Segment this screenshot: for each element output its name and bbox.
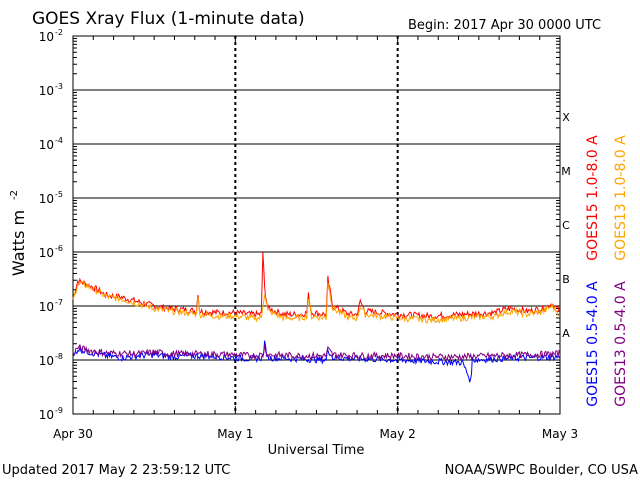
vertical-gridlines [72,36,561,414]
chart-title: GOES Xray Flux (1-minute data) [32,9,305,29]
series-layer [72,252,561,383]
x-tick-label: May 2 [380,427,416,441]
y-tick-exponent: -6 [55,244,63,253]
y-axis-label-text: Watts m [9,210,28,276]
series-line-1 [72,280,561,324]
y-tick-exponent: -8 [55,352,63,361]
flare-class-C: C [562,219,570,232]
series-line-2 [72,340,561,383]
y-tick-exponent: -9 [55,406,63,415]
y-tick-label: 10 [39,300,54,314]
x-tick-label: Apr 30 [53,427,93,441]
legend-item-0: GOES15 1.0-8.0 A [585,135,601,261]
legend-item-1: GOES13 1.0-8.0 A [613,135,629,261]
series-line-0 [72,252,561,321]
series-line-3 [72,343,561,362]
x-tick-label: May 1 [217,427,253,441]
y-tick-label: 10 [39,408,54,422]
y-tick-exponent: -3 [55,82,63,91]
y-tick-label: 10 [39,192,54,206]
y-tick-label: 10 [39,354,54,368]
horizontal-gridlines [73,89,560,361]
legend-label: GOES13 1.0-8.0 A [613,135,629,261]
legend-item-3: GOES13 0.5-4.0 A [613,281,629,407]
x-axis-label: Universal Time [268,443,365,458]
legend-label: GOES15 1.0-8.0 A [585,135,601,261]
x-tick-label: May 3 [542,427,578,441]
credit-label: NOAA/SWPC Boulder, CO USA [445,463,638,478]
legend-label: GOES13 0.5-4.0 A [613,281,629,407]
flare-class-labels: A B C M X [561,111,571,340]
flare-class-A: A [562,327,570,340]
y-tick-exponent: -4 [55,136,63,145]
updated-label: Updated 2017 May 2 23:59:12 UTC [2,463,230,478]
y-tick-labels: 10-910-810-710-610-510-410-310-2 [39,28,63,422]
legend: GOES15 1.0-8.0 A GOES13 1.0-8.0 A GOES15 0… [585,135,629,407]
y-tick-exponent: -2 [55,28,63,37]
y-tick-exponent: -5 [55,190,63,199]
y-tick-label: 10 [39,30,54,44]
y-tick-label: 10 [39,138,54,152]
y-tick-exponent: -7 [55,298,63,307]
x-tick-labels: Apr 30 May 1 May 2 May 3 [53,427,578,441]
y-axis-label-superscript: -2 [9,190,20,200]
flare-class-X: X [562,111,570,124]
y-tick-label: 10 [39,84,54,98]
y-axis-label: Watts m [9,210,28,276]
flare-class-M: M [561,165,571,178]
begin-label: Begin: 2017 Apr 30 0000 UTC [408,18,601,33]
legend-label: GOES15 0.5-4.0 A [585,281,601,407]
y-tick-label: 10 [39,246,54,260]
flare-class-B: B [562,273,570,286]
legend-item-2: GOES15 0.5-4.0 A [585,281,601,407]
